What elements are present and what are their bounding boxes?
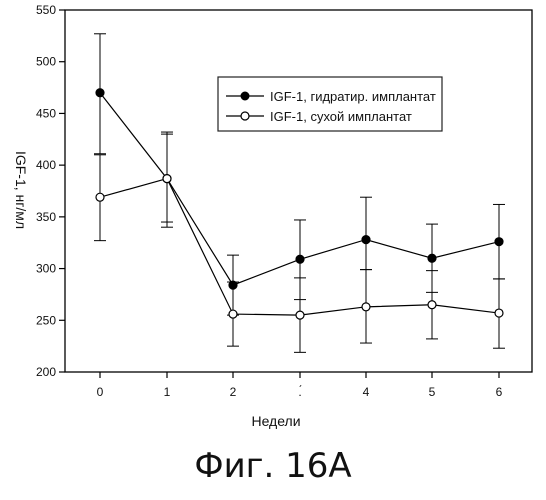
legend-marker-hydrated bbox=[241, 92, 249, 100]
legend-label-dry: IGF-1, сухой имплантат bbox=[270, 109, 412, 124]
data-point bbox=[495, 238, 503, 246]
y-tick-label: 200 bbox=[36, 365, 56, 379]
y-tick-label: 550 bbox=[36, 3, 56, 17]
legend-label-hydrated: IGF-1, гидратир. имплантат bbox=[270, 89, 436, 104]
y-tick-label: 300 bbox=[36, 262, 56, 276]
y-tick-label: 350 bbox=[36, 210, 56, 224]
x-tick-label: .́ bbox=[298, 384, 301, 399]
x-tick-label: 1 bbox=[164, 385, 171, 399]
data-point bbox=[96, 89, 104, 97]
data-point bbox=[229, 310, 237, 318]
data-point bbox=[296, 311, 304, 319]
data-point bbox=[428, 301, 436, 309]
y-tick-label: 450 bbox=[36, 106, 56, 120]
x-tick-label: 6 bbox=[496, 385, 503, 399]
x-axis: 0 1 2 .́ 4 5 6 bbox=[97, 372, 503, 399]
y-tick-label: 400 bbox=[36, 158, 56, 172]
data-point bbox=[163, 175, 171, 183]
x-tick-label: 4 bbox=[363, 385, 370, 399]
figure-caption: Фиг. 16А bbox=[0, 446, 546, 486]
data-point bbox=[362, 303, 370, 311]
data-point bbox=[495, 309, 503, 317]
chart: 200 250 300 350 400 450 500 550 0 1 2 .́ 4 5 6 IGF-1,… bbox=[0, 0, 546, 440]
y-axis: 200 250 300 350 400 450 500 550 bbox=[36, 3, 65, 379]
data-point bbox=[362, 236, 370, 244]
legend-marker-dry bbox=[241, 112, 249, 120]
x-tick-label: 5 bbox=[429, 385, 436, 399]
y-axis-label: IGF-1, нг/мл bbox=[13, 151, 29, 229]
data-point bbox=[96, 193, 104, 201]
data-point bbox=[428, 254, 436, 262]
y-tick-label: 250 bbox=[36, 313, 56, 327]
x-tick-label: 2 bbox=[230, 385, 237, 399]
x-axis-label: Недели bbox=[251, 413, 300, 429]
y-tick-label: 500 bbox=[36, 55, 56, 69]
data-point bbox=[296, 255, 304, 263]
x-tick-label: 0 bbox=[97, 385, 104, 399]
series-hydrated bbox=[94, 34, 505, 315]
legend: IGF-1, гидратир. имплантат IGF-1, сухой … bbox=[218, 77, 442, 131]
